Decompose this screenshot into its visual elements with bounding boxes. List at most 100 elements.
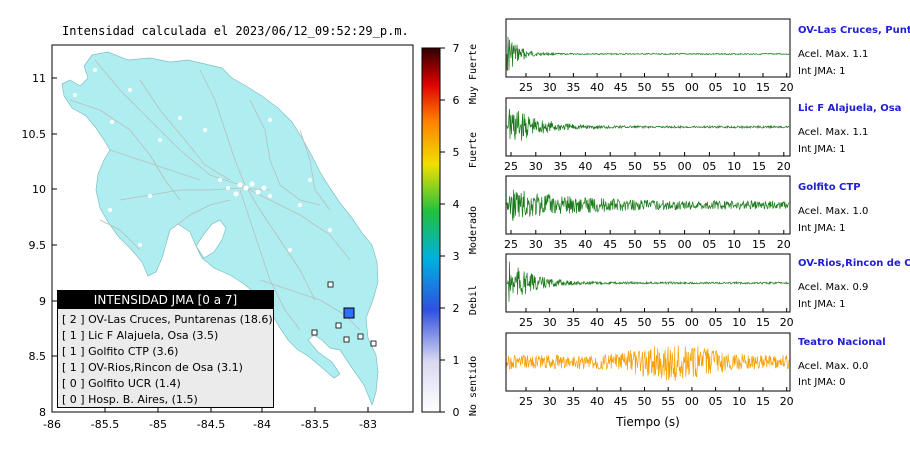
time-tick-label: 45 [614,81,628,94]
waveform-trace [506,108,790,141]
colorbar-tick-label: 1 [453,354,460,367]
station-jma: Int JMA: 1 [798,299,846,310]
time-tick-label: 30 [529,160,543,173]
intensity-colorbar: 0 1 2 3 4 5 6 7 No sentido Debil Moderado Fuerte Muy… [421,42,479,419]
station-acel: Acel. Max. 0.0 [798,361,869,372]
station-jma: Int JMA: 0 [798,377,846,388]
time-tick-label: 25 [519,81,533,94]
legend-row: [ 2 ] OV-Las Cruces, Puntarenas (18.6) [62,313,273,326]
time-tick-label: 35 [566,316,580,329]
time-tick-label: 55 [653,238,667,251]
time-tick-label: 40 [590,316,604,329]
time-tick-label: 10 [727,160,741,173]
waveform-trace [506,36,790,71]
time-tick-label: 10 [732,316,746,329]
time-tick-label: 00 [678,160,692,173]
time-tick-label: 35 [566,81,580,94]
time-tick-label: 20 [780,316,794,329]
seismogram-frame [505,253,791,313]
time-tick-label: 15 [752,238,766,251]
station-name: OV-Las Cruces, Puntarenas [798,25,910,36]
lat-tick-label: 10.5 [22,128,47,141]
legend-row: [ 1 ] Lic F Alajuela, Osa (3.5) [62,329,219,342]
time-tick-label: 15 [756,81,770,94]
lat-tick-label: 8.5 [29,350,47,363]
time-tick-label: 30 [529,238,543,251]
time-tick-label: 00 [685,395,699,408]
time-tick-label: 25 [504,160,518,173]
colorbar-label: Muy Fuerte [468,44,479,104]
seismogram-frame [505,175,791,235]
seismogram-frame [505,97,791,157]
time-tick-label: 10 [732,395,746,408]
legend-title: INTENSIDAD JMA [0 a 7] [58,291,273,309]
time-axis-label: Tiempo (s) [615,415,680,429]
page-title: Intensidad calculada el 2023/06/12_09:52… [62,24,409,38]
seismogram-frame [505,332,791,392]
lat-tick-label: 8 [39,406,46,419]
station-markers [311,281,377,347]
station-acel: Acel. Max. 0.9 [798,282,869,293]
time-tick-label: 05 [709,395,723,408]
time-tick-label: 20 [780,395,794,408]
time-tick-label: 35 [554,238,568,251]
epicenter-marker [343,307,355,319]
time-tick-label: 10 [732,81,746,94]
time-tick-label: 45 [614,316,628,329]
station-jma: Int JMA: 1 [798,66,846,77]
seismogram-panel: 25 30 35 40 45 50 55 00 05 10 15 20 [504,97,791,173]
time-tick-label: 50 [628,238,642,251]
colorbar-label: Moderado [468,206,479,254]
time-tick-label: 55 [653,160,667,173]
time-tick-label: 20 [777,160,791,173]
lat-tick-label: 9 [39,295,46,308]
time-tick-label: 35 [566,395,580,408]
seismogram-panel: 25 30 35 40 45 50 55 00 05 10 15 20 [505,253,794,329]
colorbar-tick-label: 6 [453,94,460,107]
time-tick-label: 00 [685,81,699,94]
colorbar-tick-label: 5 [453,146,460,159]
colorbar-tick-label: 7 [453,42,460,55]
time-tick-label: 20 [780,81,794,94]
colorbar-tick-label: 3 [453,250,460,263]
time-tick-label: 00 [678,238,692,251]
lat-tick-label: 10 [32,183,46,196]
time-tick-label: 25 [504,238,518,251]
city-markers [73,68,332,252]
time-tick-label: 30 [543,395,557,408]
colorbar-tick-label: 0 [453,406,460,419]
time-tick-label: 30 [543,316,557,329]
seismogram-panel: 25 30 35 40 45 50 55 00 05 10 15 20 [505,332,794,408]
time-tick-label: 40 [590,395,604,408]
time-tick-label: 55 [661,81,675,94]
nicoya-gulf [195,219,227,259]
colorbar-label: Debil [468,285,479,315]
lon-tick-label: -84 [253,418,271,431]
seismogram-frame [505,18,791,78]
station-jma: Int JMA: 1 [798,144,846,155]
time-tick-label: 45 [603,160,617,173]
lon-tick-label: -85 [149,418,167,431]
waveform-trace [506,189,790,221]
time-tick-label: 40 [590,81,604,94]
lon-tick-label: -86 [43,418,61,431]
lon-tick-label: -84.5 [197,418,225,431]
time-tick-label: 15 [752,160,766,173]
legend-row: [ 1 ] OV-Rios,Rincon de Osa (3.1) [62,361,243,374]
time-tick-label: 05 [702,160,716,173]
lon-tick-label: -85.5 [91,418,119,431]
colorbar-tick-label: 4 [453,198,460,211]
colorbar-label: Fuerte [468,132,479,168]
time-tick-label: 50 [638,81,652,94]
station-acel: Acel. Max. 1.0 [798,206,869,217]
lon-tick-label: -83 [359,418,377,431]
time-tick-label: 00 [685,316,699,329]
seismogram-panel: 25 30 35 40 45 50 55 00 05 10 15 20 [505,18,794,94]
station-name: Teatro Nacional [798,337,886,348]
time-tick-label: 20 [777,238,791,251]
lat-tick-label: 9.5 [29,239,47,252]
waveform-trace [506,261,790,302]
time-tick-label: 40 [578,238,592,251]
station-name: Golfito CTP [798,182,861,193]
lat-tick-label: 11 [32,72,46,85]
